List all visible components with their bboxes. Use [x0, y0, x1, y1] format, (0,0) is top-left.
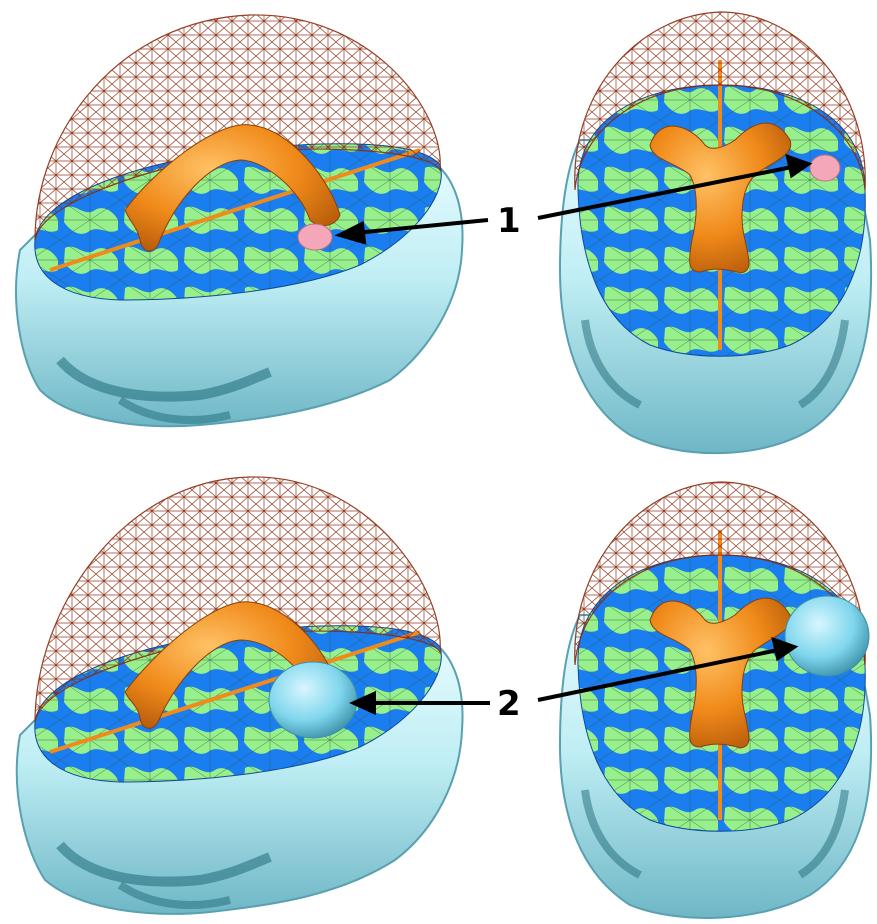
arrowhead-icon	[349, 690, 376, 716]
panel-top-left	[15, 14, 464, 428]
panel-bottom-right	[558, 481, 873, 919]
ventricle	[649, 122, 792, 274]
arrowhead-icon	[771, 636, 799, 662]
arrow-2-right	[537, 648, 779, 702]
lesion-small	[809, 154, 841, 182]
lesion-large	[268, 661, 358, 739]
arrows	[334, 153, 813, 716]
label-2: 2	[497, 684, 521, 724]
arrow-1-left	[354, 218, 489, 235]
wireframe-dome	[574, 11, 866, 191]
arrowhead-icon	[334, 220, 367, 245]
ventricle	[649, 597, 792, 749]
ventricle	[124, 124, 341, 252]
lesion-large	[784, 595, 870, 677]
panel-top-right	[558, 11, 873, 455]
label-1: 1	[497, 201, 521, 241]
lesion-small	[297, 223, 333, 251]
wireframe-dome	[34, 476, 441, 723]
panel-bottom-left	[15, 476, 464, 915]
arrow-1-right	[537, 165, 793, 220]
arrowhead-icon	[785, 153, 813, 179]
